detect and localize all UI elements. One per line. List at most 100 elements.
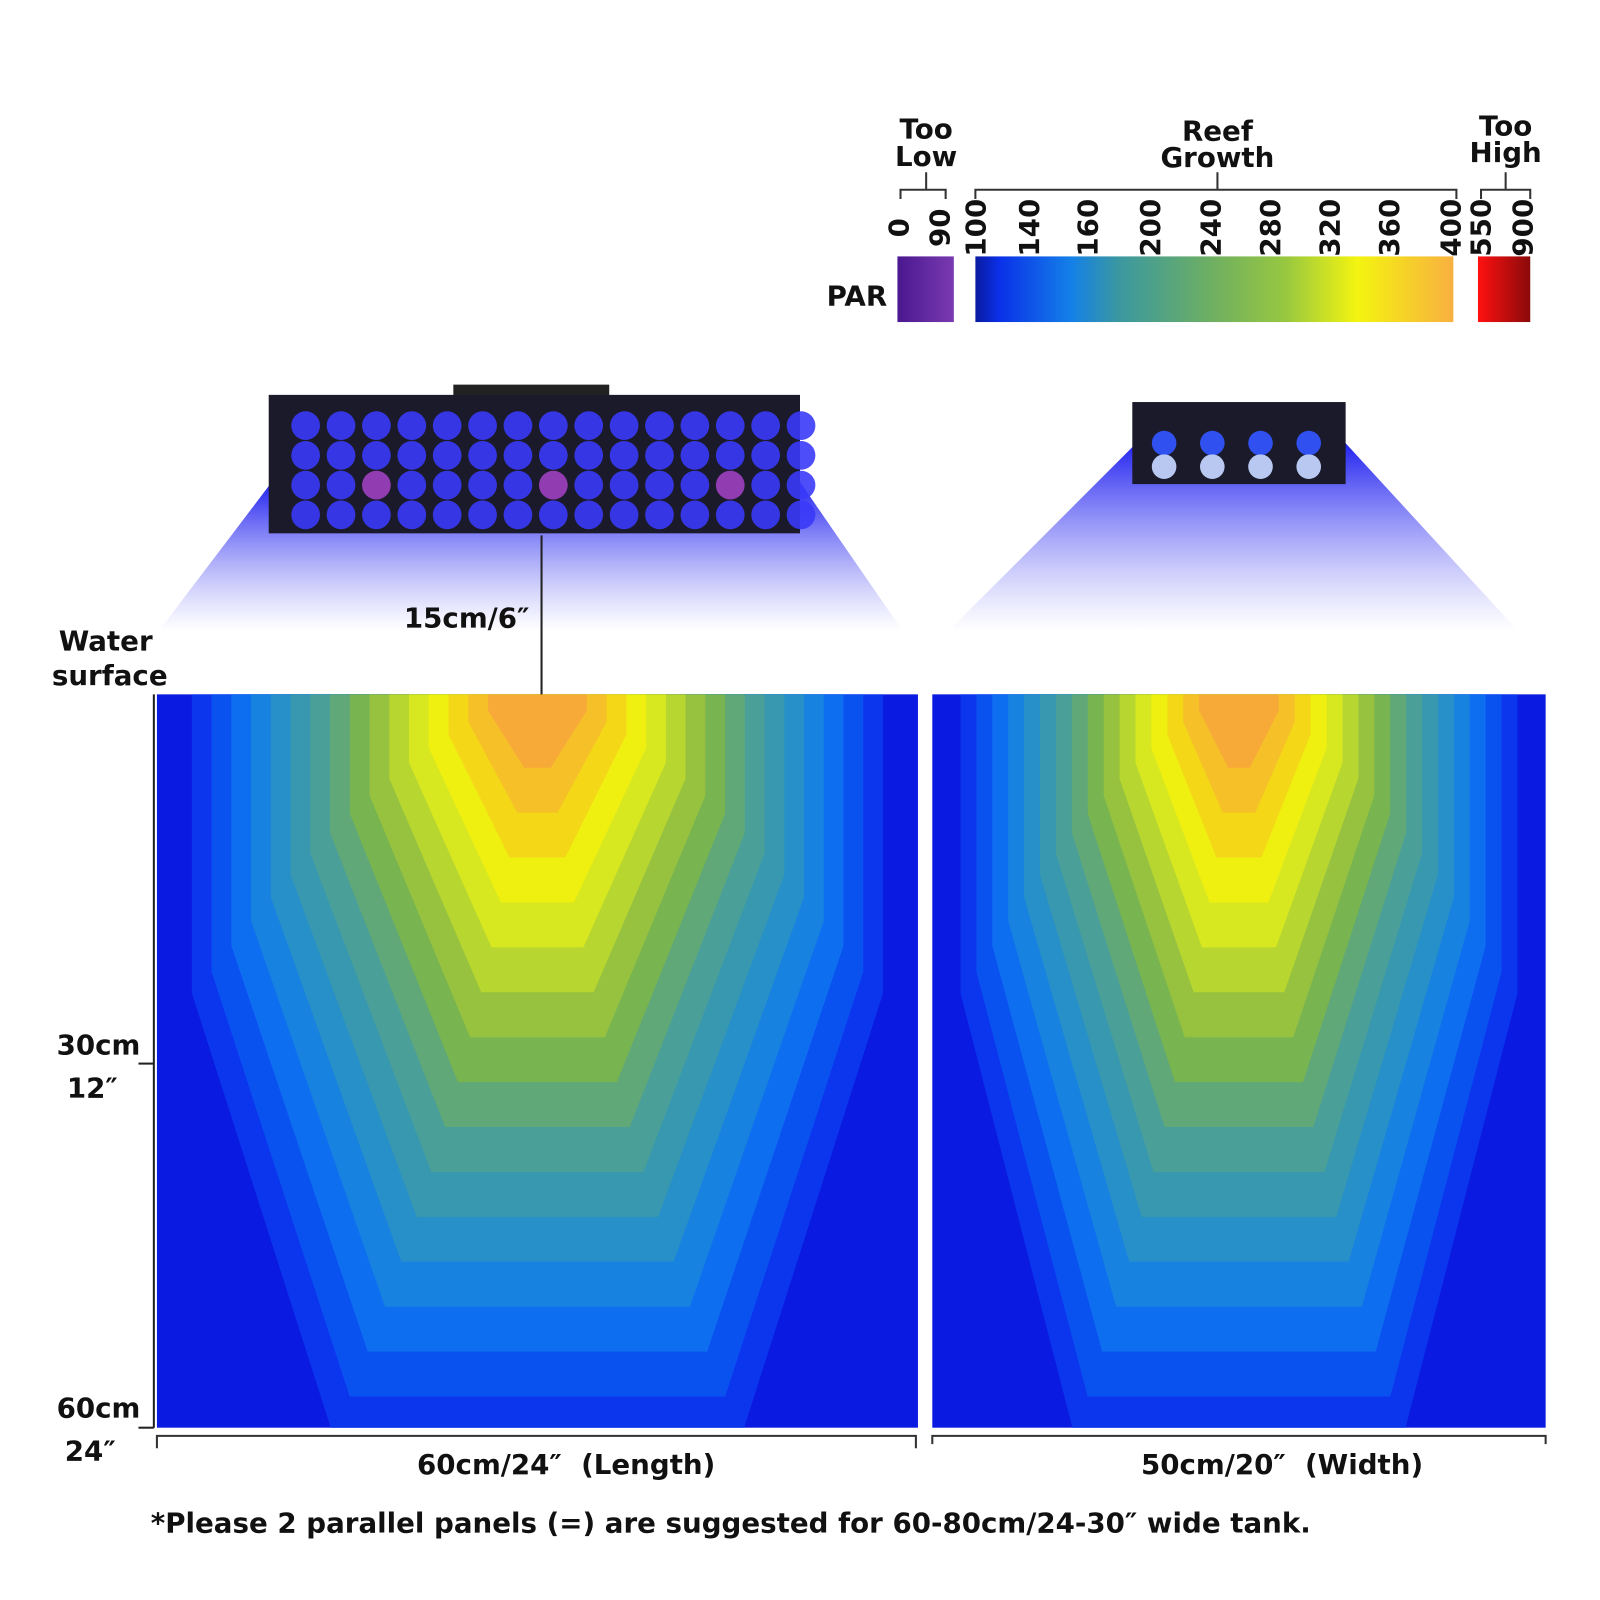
led — [645, 411, 674, 440]
legend-high — [1477, 256, 1531, 323]
legend-reef — [975, 256, 1454, 323]
led — [786, 500, 816, 530]
led — [326, 411, 356, 440]
led — [1200, 454, 1225, 479]
distance-label: 15cm/6″ — [404, 602, 530, 635]
led — [538, 411, 568, 440]
led — [1151, 430, 1177, 456]
legend-tick-label: 240 — [1195, 199, 1228, 257]
legend-tick-label: 360 — [1373, 199, 1406, 257]
led — [503, 441, 533, 470]
led — [751, 470, 780, 500]
led — [609, 470, 639, 500]
led — [538, 500, 568, 530]
led — [538, 441, 568, 470]
light-cone — [948, 441, 1518, 631]
led — [291, 500, 320, 530]
led — [786, 470, 816, 500]
led — [1151, 454, 1177, 479]
led — [291, 441, 320, 470]
led — [645, 441, 674, 470]
legend-tick-label: 900 — [1506, 199, 1539, 257]
led — [1248, 454, 1273, 479]
legend-tick-label: 100 — [960, 199, 993, 257]
led — [574, 441, 604, 470]
legend-bracket — [974, 172, 1458, 199]
led — [432, 500, 462, 530]
led — [574, 470, 604, 500]
depth-tick-label: 12″ — [67, 1071, 118, 1104]
led — [362, 470, 391, 500]
led-array — [1151, 430, 1322, 479]
legend-group-title: High — [1470, 136, 1542, 169]
led — [680, 470, 710, 500]
led — [326, 470, 356, 500]
led — [397, 411, 427, 440]
led — [574, 500, 604, 530]
led — [503, 470, 533, 500]
led — [362, 500, 391, 530]
led — [715, 441, 745, 470]
legend-tick-label: 0 — [883, 218, 916, 237]
led — [680, 441, 710, 470]
led — [291, 470, 320, 500]
heat-band — [487, 694, 587, 768]
legend-group-title: Too — [1479, 109, 1532, 142]
legend-bracket — [1479, 172, 1532, 199]
led — [609, 411, 639, 440]
legend-tick-label: 400 — [1435, 199, 1468, 257]
legend-label: PAR — [827, 280, 888, 313]
led — [609, 500, 639, 530]
led — [503, 411, 533, 440]
legend-group-title: Too — [900, 112, 953, 145]
led — [574, 411, 604, 440]
legend-tick-label: 280 — [1254, 199, 1287, 257]
led — [397, 500, 427, 530]
led — [326, 500, 356, 530]
width-bracket — [931, 1434, 1547, 1445]
led — [786, 411, 816, 440]
legend-group-title: Growth — [1160, 141, 1274, 174]
led — [680, 500, 710, 530]
legend-tick-label: 320 — [1313, 199, 1346, 257]
legend-tick-label: 200 — [1134, 199, 1167, 257]
led — [751, 500, 780, 530]
legend-bracket — [899, 172, 947, 199]
led — [1200, 430, 1225, 456]
led — [432, 411, 462, 440]
depth-title: Water — [59, 624, 153, 657]
legend-tick-label: 160 — [1071, 199, 1104, 257]
led — [1296, 454, 1322, 479]
legend-group-title: Low — [895, 140, 957, 173]
led — [432, 441, 462, 470]
par-heatmap — [932, 694, 1546, 1428]
led — [538, 470, 568, 500]
led — [503, 500, 533, 530]
depth-tick-label: 24″ — [65, 1435, 116, 1468]
led — [609, 441, 639, 470]
led — [432, 470, 462, 500]
panel-axis-label: 50cm/20″ (Width) — [1141, 1448, 1423, 1481]
legend-group-title: Reef — [1182, 115, 1254, 148]
led — [645, 470, 674, 500]
par-heatmap — [156, 694, 918, 1428]
led — [715, 411, 745, 440]
led — [715, 500, 745, 530]
panel-axis-label: 60cm/24″ (Length) — [417, 1448, 715, 1481]
led — [468, 500, 497, 530]
length-bracket — [155, 1434, 917, 1449]
heat-band — [1199, 694, 1279, 768]
led — [751, 441, 780, 470]
led — [468, 470, 497, 500]
led — [715, 470, 745, 500]
led — [786, 441, 816, 470]
led — [1248, 430, 1273, 456]
led — [291, 411, 320, 440]
led — [397, 470, 427, 500]
led — [1296, 430, 1322, 456]
fixture-large — [268, 394, 800, 534]
led — [362, 441, 391, 470]
depth-title: surface — [52, 659, 168, 692]
